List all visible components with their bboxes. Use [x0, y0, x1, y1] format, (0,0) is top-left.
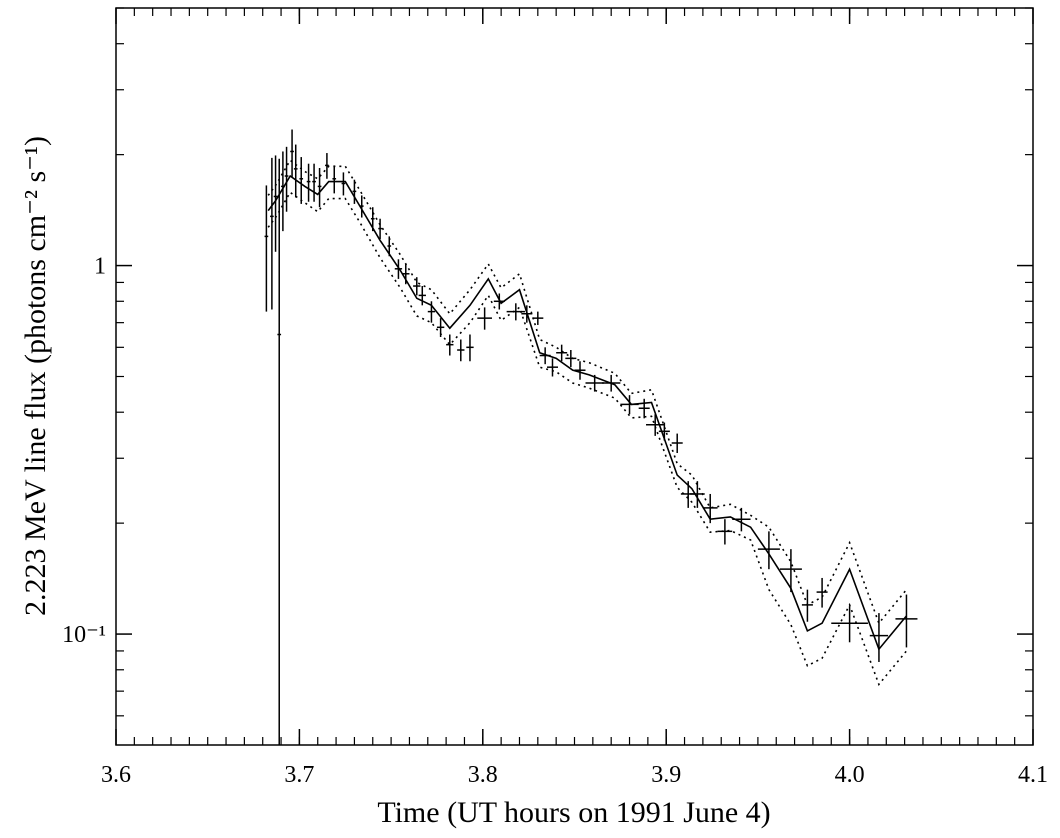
model-lower-bound: [267, 191, 908, 686]
y-tick-label: 1: [94, 254, 106, 280]
plot-frame: [115, 7, 1034, 746]
plot-area: [264, 129, 918, 745]
x-tick-label: 3.8: [468, 762, 498, 788]
x-tick-label: 4.1: [1018, 762, 1048, 788]
x-tick-label: 3.9: [651, 762, 681, 788]
x-tick-label: 3.6: [101, 762, 131, 788]
y-tick-label: 10⁻¹: [62, 622, 106, 648]
x-tick-label: 3.7: [284, 762, 314, 788]
y-axis-label: 2.223 MeV line flux (photons cm⁻² s⁻¹): [19, 136, 52, 616]
x-axis-label: Time (UT hours on 1991 June 4): [377, 796, 770, 829]
model-line: [267, 174, 908, 651]
x-tick-label: 4.0: [835, 762, 865, 788]
